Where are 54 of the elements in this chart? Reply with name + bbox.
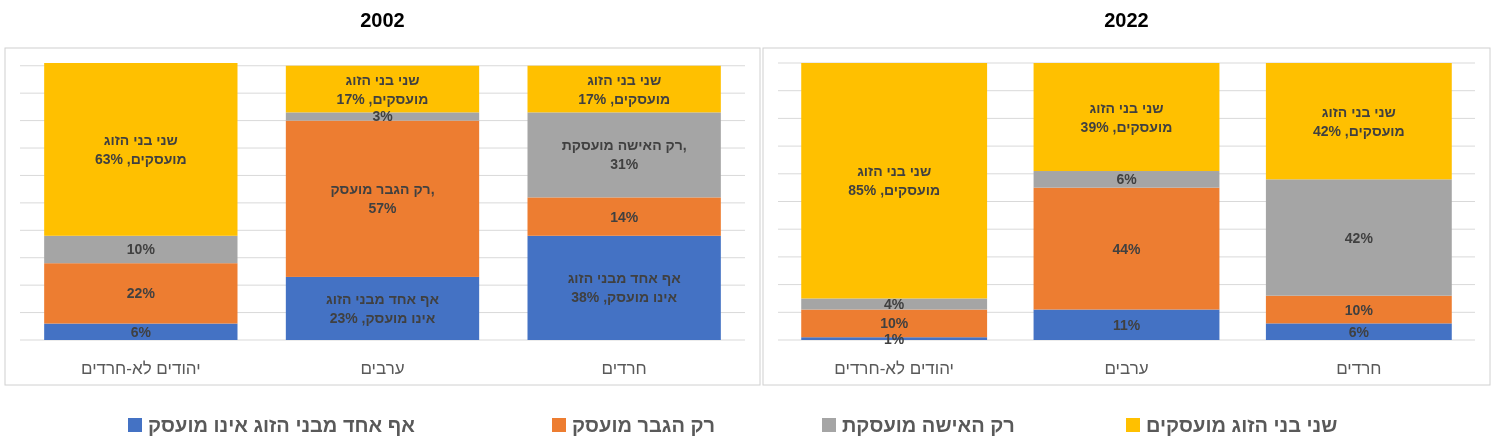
chart-title: 2002 xyxy=(360,9,405,31)
bar xyxy=(285,276,480,340)
bar xyxy=(44,263,238,324)
x-tick-label: ערבים xyxy=(1104,358,1149,378)
data-label: 1% xyxy=(884,330,905,347)
data-label: שני בני הזוג מועסקים, 85% xyxy=(848,163,941,199)
bar xyxy=(44,323,238,340)
bar xyxy=(1265,323,1452,340)
bar xyxy=(285,120,480,277)
bar xyxy=(1265,295,1452,324)
data-label: 6% xyxy=(1116,171,1138,188)
legend-label: אף אחד מבני הזוג אינו מועסק xyxy=(148,414,416,436)
x-tick-label: ערבים xyxy=(360,358,405,378)
data-label: 10% xyxy=(126,241,156,258)
x-tick-label: חרדים xyxy=(1336,358,1382,378)
data-label: שני בני הזוג מועסקים, 39% xyxy=(1080,99,1173,135)
chart-title: 2022 xyxy=(1104,9,1149,31)
data-label: שני בני הזוג מועסקים, 63% xyxy=(94,131,187,167)
data-label: 4% xyxy=(884,295,905,312)
data-label: 3% xyxy=(372,108,394,125)
data-label: 10% xyxy=(880,315,909,332)
data-label: אף אחד מבני הזוג אינו מועסק, 38% xyxy=(567,270,682,306)
bar xyxy=(1265,63,1452,180)
legend-label: שני בני הזוג מועסקים xyxy=(1146,414,1338,436)
bar xyxy=(527,235,721,340)
x-tick-label: יהודים לא-חרדים xyxy=(834,358,954,378)
data-label: 10% xyxy=(1344,301,1374,318)
bar xyxy=(527,112,721,198)
x-tick-label: חרדים xyxy=(601,358,647,378)
data-label: 42% xyxy=(1344,229,1374,246)
bar xyxy=(1033,309,1220,340)
bar xyxy=(44,63,238,236)
data-label: אף אחד מבני הזוג אינו מועסק, 23% xyxy=(325,290,440,326)
legend-label: רק הגבר מועסק xyxy=(572,414,716,436)
bar xyxy=(801,63,988,299)
data-label: 44% xyxy=(1112,240,1142,257)
bar xyxy=(801,298,988,310)
data-label: 22% xyxy=(126,285,156,302)
bar xyxy=(1033,171,1220,188)
data-label: 6% xyxy=(1348,323,1370,340)
x-tick-label: יהודים לא-חרדים xyxy=(81,358,201,378)
data-label: 6% xyxy=(130,323,152,340)
legend-label: רק האישה מועסקת xyxy=(842,414,1015,436)
bar xyxy=(44,235,238,264)
bar xyxy=(1033,63,1220,172)
bar xyxy=(285,112,480,121)
data-label: שני בני הזוג מועסקים, 42% xyxy=(1312,103,1405,139)
data-label: שני בני הזוג מועסקים, 17% xyxy=(336,71,429,107)
data-label: 11% xyxy=(1112,316,1141,333)
data-label: 14% xyxy=(610,208,639,225)
bar xyxy=(1033,187,1220,310)
data-label: שני בני הזוג מועסקים, 17% xyxy=(578,71,671,107)
bar xyxy=(527,197,721,236)
bar xyxy=(1265,179,1452,296)
